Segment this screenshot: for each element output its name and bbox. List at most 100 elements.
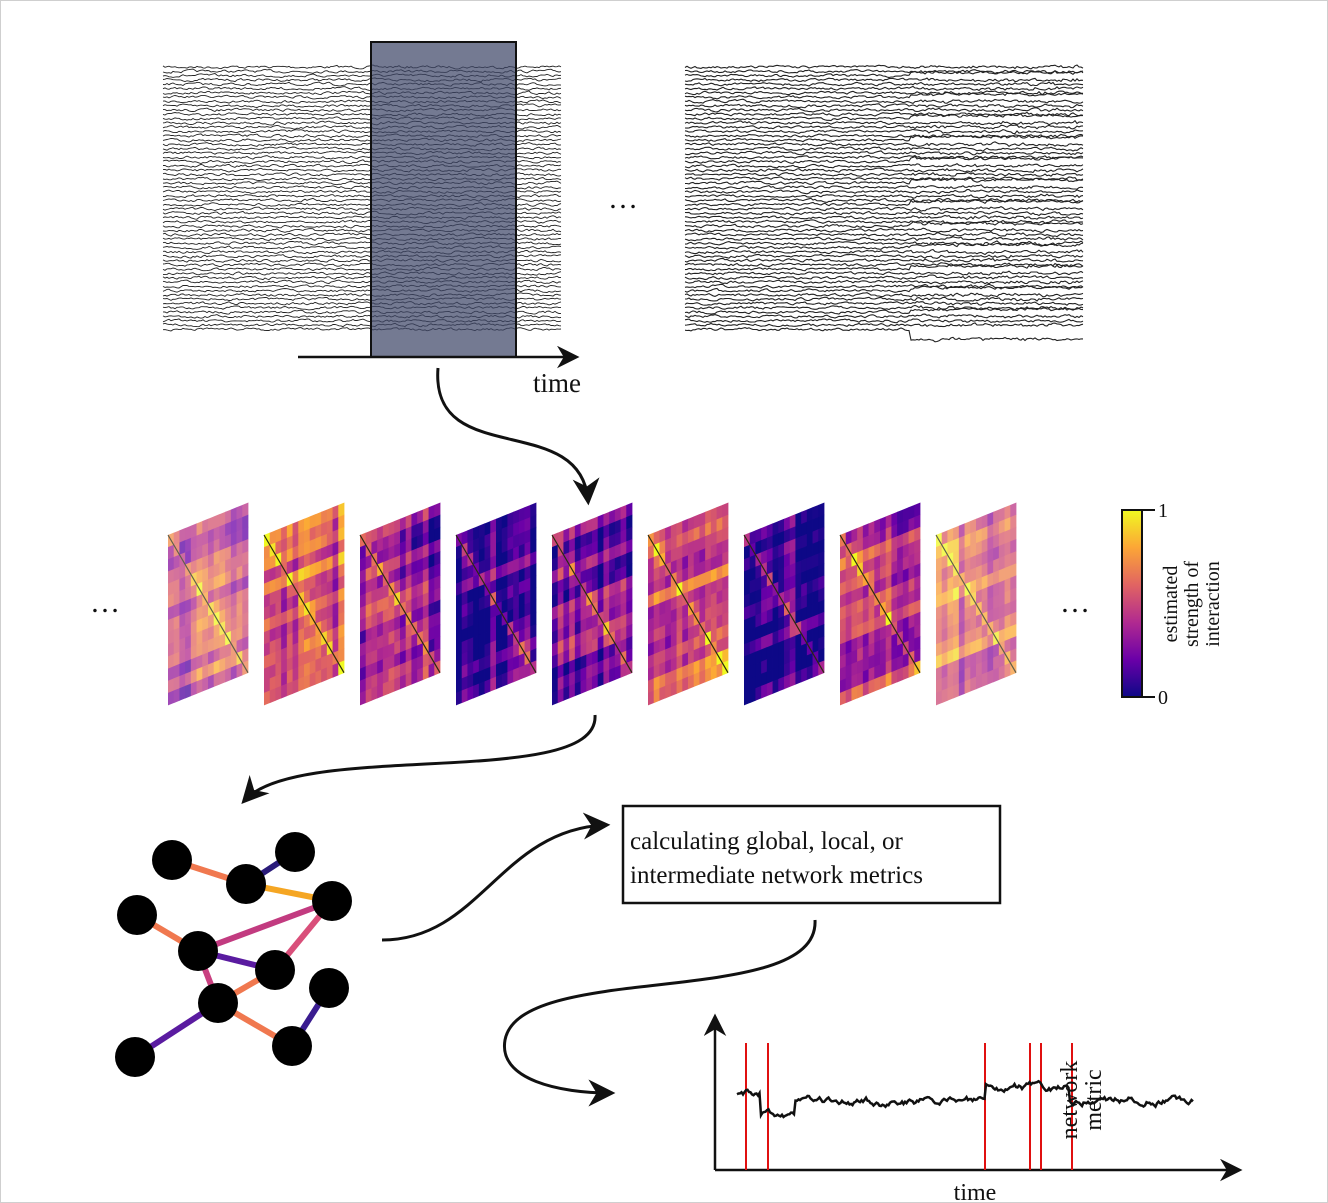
matrix-cell (749, 590, 756, 606)
matrix-cell (806, 664, 813, 681)
matrix-cell (281, 671, 288, 687)
matrix-cell (1010, 575, 1017, 591)
matrix-cell (213, 647, 220, 663)
matrix-cell (676, 520, 683, 536)
matrix-cell (563, 649, 570, 665)
matrix-cell (626, 514, 633, 530)
matrix-cell (648, 641, 655, 657)
matrix-cell (1010, 514, 1017, 530)
matrix-cell (953, 537, 960, 553)
matrix-cell (818, 575, 825, 591)
matrix-cell (744, 666, 751, 682)
matrix-cell (682, 676, 689, 692)
matrix-cell (936, 581, 943, 597)
matrix-cell (676, 630, 683, 646)
matrix-cell (473, 683, 480, 699)
matrix-cell (801, 558, 808, 574)
trace (684, 210, 1084, 217)
matrix-cell (897, 643, 904, 659)
arrow (503, 919, 817, 1107)
matrix-cell (461, 530, 468, 546)
matrix-cell (998, 652, 1005, 668)
matrix-cell (196, 642, 203, 658)
matrix-cell (806, 652, 813, 668)
matrix-cell (338, 648, 345, 664)
matrix-cell (862, 608, 869, 624)
matrix-cell (902, 628, 909, 644)
matrix-cell (862, 547, 869, 563)
matrix-cell (264, 678, 271, 694)
matrix-cell (456, 666, 463, 682)
matrix-cell (970, 542, 977, 558)
matrix-cell (597, 586, 604, 602)
matrix-cell (744, 641, 751, 657)
matrix-cell (693, 538, 700, 554)
matrix-cell (670, 584, 677, 600)
matrix-cell (230, 616, 237, 632)
matrix-cell (428, 553, 435, 569)
matrix-cell (840, 556, 847, 572)
matrix-cell (970, 518, 977, 534)
matrix-cell (976, 662, 983, 678)
matrix-cell (405, 671, 412, 687)
matrix-cell (789, 526, 796, 542)
matrix-cell (609, 643, 616, 659)
matrix-cell (213, 550, 220, 566)
matrix-cell (761, 647, 768, 663)
matrix-cell (761, 622, 768, 638)
matrix-cell (264, 653, 271, 669)
matrix-cell (947, 588, 954, 604)
matrix-cell (208, 540, 215, 556)
matrix-cell (580, 630, 587, 646)
matrix-cell (315, 548, 322, 564)
matrix-cell (778, 530, 785, 546)
matrix-cell (557, 578, 564, 594)
matrix-cell (998, 592, 1005, 608)
matrix-cell (530, 611, 537, 627)
matrix-cell (371, 540, 378, 556)
matrix-cell (179, 576, 186, 592)
matrix-cell (603, 657, 610, 673)
matrix-cell (185, 683, 192, 699)
matrix-cell (897, 521, 904, 537)
matrix-cell (428, 541, 435, 557)
matrix-cell (614, 664, 621, 681)
matrix-cell (976, 613, 983, 629)
matrix-cell (388, 618, 395, 634)
matrix-cell (784, 649, 791, 665)
matrix-cell (603, 572, 610, 588)
matrix-cell (168, 581, 175, 597)
matrix-cell (914, 575, 921, 591)
matrix-cell (434, 599, 441, 615)
matrix-cell (958, 632, 965, 648)
matrix-cell (626, 648, 633, 664)
matrix-cell (292, 666, 299, 682)
y-label: network (1057, 1061, 1083, 1140)
matrix-cell (744, 581, 751, 597)
matrix-cell (958, 644, 965, 660)
matrix-cell (490, 579, 497, 595)
matrix-cell (530, 502, 537, 518)
matrix-cell (557, 663, 564, 679)
matrix-cell (761, 634, 768, 650)
matrix-cell (964, 533, 971, 549)
trace (685, 205, 1084, 212)
matrix-cell (914, 563, 921, 579)
matrix-cell (242, 623, 249, 639)
matrix-cell (173, 688, 180, 704)
matrix-cell (778, 567, 785, 583)
matrix-cell (467, 673, 474, 689)
matrix-cell (744, 653, 751, 669)
matrix-cell (818, 551, 825, 567)
matrix-cell (981, 514, 988, 530)
matrix-cell (484, 533, 491, 549)
matrix-cell (840, 678, 847, 694)
colorbar-label: interaction (1202, 561, 1224, 647)
matrix-cell (484, 630, 491, 646)
matrix-cell (801, 606, 808, 622)
matrix-cell (490, 676, 497, 692)
matrix-cell (772, 545, 779, 561)
matrix-cell (874, 615, 881, 631)
matrix-cell (981, 526, 988, 542)
matrix-cell (812, 601, 819, 617)
